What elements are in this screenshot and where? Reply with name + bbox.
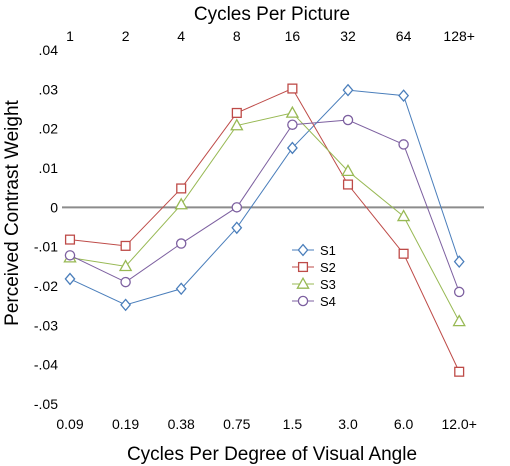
legend-label: S3 <box>320 277 336 292</box>
data-point <box>120 276 131 288</box>
data-point <box>175 282 187 296</box>
x-tick-label: 3.0 <box>338 416 358 432</box>
y-tick-labels: -.05 -.04 -.03 -.02 -.01 0 .01 .02 .03 .04 <box>34 42 58 412</box>
x-tick-label: 0.38 <box>168 416 195 432</box>
top-tick-label: 16 <box>285 28 301 44</box>
data-point <box>120 240 131 251</box>
y-tick-label: .04 <box>39 42 59 58</box>
legend-marker <box>297 295 309 307</box>
y-tick-label: .03 <box>39 81 59 97</box>
data-point <box>342 114 354 126</box>
data-point <box>396 209 411 222</box>
x-tick-label: 0.09 <box>56 416 83 432</box>
data-point <box>342 83 354 97</box>
data-point <box>398 139 409 150</box>
data-point <box>452 314 466 327</box>
data-point <box>174 197 188 210</box>
data-point <box>64 234 76 245</box>
y-tick-label: 0 <box>50 199 58 215</box>
legend-item: S3 <box>292 276 336 292</box>
x-tick-label: 6.0 <box>394 416 414 432</box>
top-tick-label: 4 <box>177 28 185 44</box>
y-tick-label: -.05 <box>34 396 58 412</box>
data-point <box>453 286 465 298</box>
legend-item: S2 <box>292 260 336 275</box>
top-tick-label: 64 <box>396 28 412 44</box>
data-point <box>287 83 298 94</box>
data-point <box>120 298 132 312</box>
legend-item: S1 <box>292 243 336 258</box>
series-line <box>69 87 460 372</box>
top-tick-label: 128+ <box>443 28 475 44</box>
series-s1 <box>64 83 465 312</box>
y-tick-label: -.03 <box>34 317 58 333</box>
data-point <box>175 238 187 249</box>
y-tick-label: .01 <box>39 160 59 176</box>
y-axis-title: Perceived Contrast Weight <box>2 99 23 325</box>
data-point <box>285 105 300 118</box>
series-group <box>63 83 466 377</box>
top-axis-title: Cycles Per Picture <box>194 4 350 25</box>
y-tick-label: -.01 <box>34 239 58 255</box>
data-point <box>231 202 243 213</box>
y-tick-label: -.02 <box>34 278 58 294</box>
data-point <box>176 183 187 194</box>
series-line <box>69 119 460 293</box>
top-tick-label: 32 <box>340 28 356 44</box>
x-tick-label: 1.5 <box>283 416 303 432</box>
top-tick-label: 1 <box>66 28 74 44</box>
x-tick-label: 0.19 <box>112 416 139 432</box>
data-point <box>287 119 298 130</box>
legend-marker <box>296 276 310 289</box>
series-s4 <box>64 114 465 298</box>
data-point <box>230 118 244 131</box>
legend-marker <box>297 261 309 273</box>
data-point <box>341 164 355 176</box>
top-tick-labels: 1 2 4 8 16 32 64 128+ <box>66 28 475 44</box>
data-point <box>398 89 410 103</box>
legend-label: S4 <box>320 294 336 309</box>
data-point <box>64 250 76 261</box>
top-tick-label: 8 <box>233 28 241 44</box>
data-point <box>64 272 76 286</box>
top-tick-label: 2 <box>122 28 130 44</box>
data-point <box>118 259 133 272</box>
data-point <box>286 141 298 155</box>
legend-item: S4 <box>292 294 336 309</box>
data-point <box>342 179 354 190</box>
y-tick-label: -.04 <box>34 357 58 373</box>
x-tick-label: 0.75 <box>223 416 250 432</box>
data-point <box>231 221 243 235</box>
legend-label: S1 <box>320 243 336 258</box>
series-line <box>69 112 460 322</box>
series-s2 <box>64 83 465 377</box>
x-tick-labels: 0.09 0.19 0.38 0.75 1.5 3.0 6.0 12.0+ <box>56 416 477 432</box>
data-point <box>231 107 242 118</box>
legend-label: S2 <box>320 260 336 275</box>
series-line <box>69 89 460 306</box>
legend: S1 S2 S3 S4 <box>292 243 336 309</box>
data-point <box>454 366 465 377</box>
x-tick-label: 12.0+ <box>441 416 476 432</box>
legend-marker <box>297 243 309 257</box>
data-point <box>398 248 409 259</box>
y-tick-label: .02 <box>39 121 59 137</box>
data-point <box>453 255 465 269</box>
x-axis-title: Cycles Per Degree of Visual Angle <box>127 444 417 465</box>
